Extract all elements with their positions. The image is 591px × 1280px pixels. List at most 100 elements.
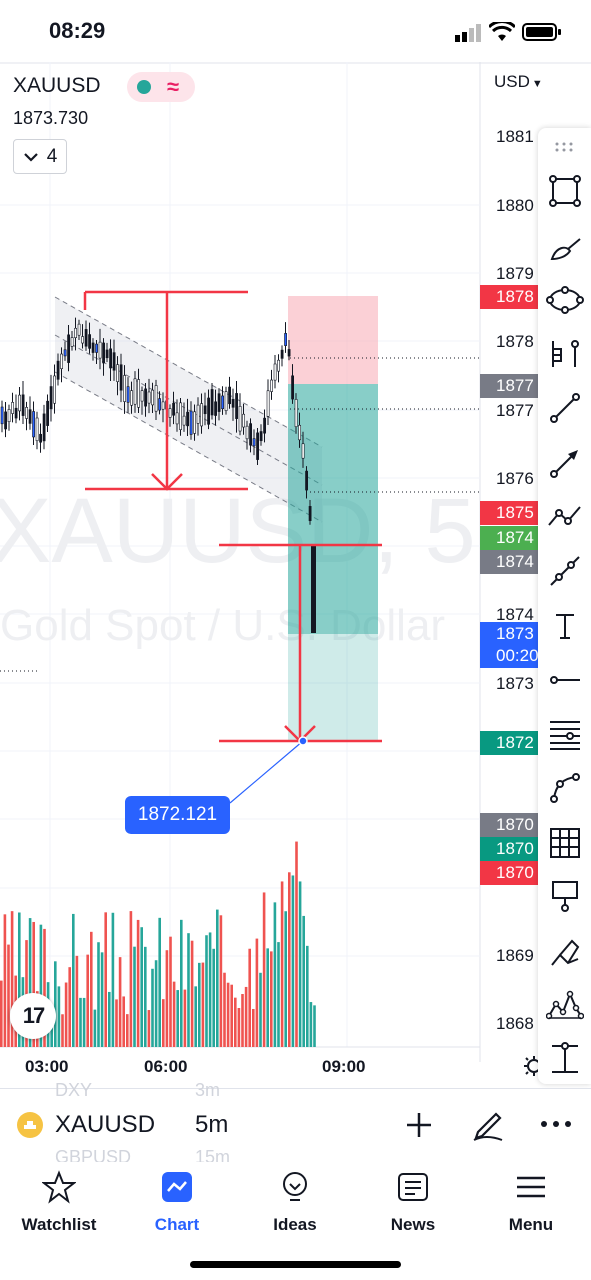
volume-bar [255,938,259,1047]
volume-bar [205,935,208,1047]
volume-bar [57,986,61,1047]
candle-body [186,411,190,427]
candle-body [238,406,242,432]
volume-bar [262,892,266,1047]
tab-ideas[interactable]: Ideas [240,1170,350,1235]
text-tool-icon[interactable] [545,606,585,646]
chevron-down-icon: ▼ [531,78,543,90]
candle-body [298,424,302,441]
home-indicator [190,1261,401,1268]
volume-bar [61,1014,64,1047]
volume-bar [93,1009,97,1047]
volume-bar [32,921,35,1047]
candle-body [32,411,36,438]
candle-body [259,431,263,442]
price-range-tool-icon[interactable] [545,1039,585,1079]
tradingview-logo: 17 [10,993,56,1039]
gann-box-tool-icon[interactable] [545,823,585,863]
watermark-symbol: XAUUSD, 5 [0,480,476,582]
tab-menu[interactable]: Menu [476,1170,586,1235]
indicators-count: 4 [46,145,58,167]
market-open-dot-icon [137,80,151,94]
bottom-symbol-button[interactable]: XAUUSD [55,1111,156,1138]
price-axis-label: 1868 [496,1014,534,1033]
candle-body [84,329,88,347]
candle-body [56,360,60,380]
arrow-tool-icon[interactable] [545,443,585,483]
candle-body [7,409,11,423]
price-chart[interactable]: XAUUSD, 5 Gold Spot / U.S. Dollar [0,62,591,1062]
candle-body [119,364,123,391]
volume-bar [284,911,287,1047]
candle-body [39,433,43,443]
tab-news[interactable]: News [358,1170,468,1235]
candle-body [277,359,281,372]
more-options-icon[interactable] [540,1116,572,1137]
long-position-tool-icon[interactable] [545,334,585,374]
volume-bar [104,912,107,1047]
tab-label: Watchlist [21,1215,97,1234]
currency-selector[interactable]: USD ▼ [494,72,543,92]
volume-bar [140,927,143,1047]
gold-symbol-icon [17,1112,43,1138]
curve-tool-icon[interactable] [545,768,585,808]
extended-line-tool-icon[interactable] [545,551,585,591]
lightbulb-icon [283,1172,307,1201]
pattern-tool-icon[interactable] [545,985,585,1025]
wifi-icon [487,20,517,47]
candle-body [112,352,116,371]
candle-body [263,417,267,434]
candle-body [4,411,8,430]
volume-bar [230,984,233,1047]
market-status-pill[interactable]: ≈ [127,72,195,102]
rectangle-tool-icon[interactable] [545,171,585,211]
bottom-tab-bar [0,1162,591,1280]
price-tag: 1874 [480,550,538,574]
volume-bar [43,928,46,1047]
price-tag: 1872 [480,731,538,755]
candle-body [200,403,204,427]
price-callout-label[interactable]: 1872.121 [125,796,230,834]
fib-retracement-tool-icon[interactable] [545,714,585,754]
candle-body [256,432,260,460]
highlighter-tool-icon[interactable] [545,932,585,972]
path-tool-icon[interactable] [545,496,585,536]
volume-bar [241,994,244,1047]
candle-body [109,348,113,369]
candle-body [25,407,29,419]
candle-body [77,323,81,336]
trend-line-tool-icon[interactable] [545,388,585,428]
volume-bar [133,946,136,1047]
price-axis-label: 1877 [496,401,534,420]
candle-body [294,399,298,427]
callout-tool-icon[interactable] [545,876,585,916]
candle-body [46,400,50,426]
chart-symbol[interactable]: XAUUSD [13,74,101,97]
volume-bar [118,957,122,1047]
volume-bar [180,919,183,1047]
volume-bar [72,913,75,1047]
candle-body [70,337,74,347]
tab-chart[interactable]: Chart [122,1170,232,1235]
tab-watchlist[interactable]: Watchlist [4,1170,114,1235]
interval-button[interactable]: 5m [195,1111,229,1138]
ellipse-tool-icon[interactable] [545,280,585,320]
volume-bar [111,912,115,1047]
indicators-collapse-button[interactable]: 4 [13,139,67,174]
tab-label: Menu [508,1215,554,1234]
volume-bar [237,1008,241,1047]
drag-handle-icon[interactable] [545,132,585,162]
candle-body [280,349,284,359]
candle-body [42,413,46,442]
horizontal-ray-tool-icon[interactable] [545,660,585,700]
brush-tool-icon[interactable] [545,228,585,268]
price-tag: 1870 [480,861,538,885]
candle-body [63,349,67,357]
chart-icon [162,1172,192,1202]
candle-body [35,417,39,442]
tab-label: Ideas [273,1215,317,1234]
volume-bar [280,881,284,1047]
add-plus-icon[interactable] [404,1110,434,1145]
candle-body [102,342,106,364]
drawing-pen-icon[interactable] [470,1106,506,1147]
